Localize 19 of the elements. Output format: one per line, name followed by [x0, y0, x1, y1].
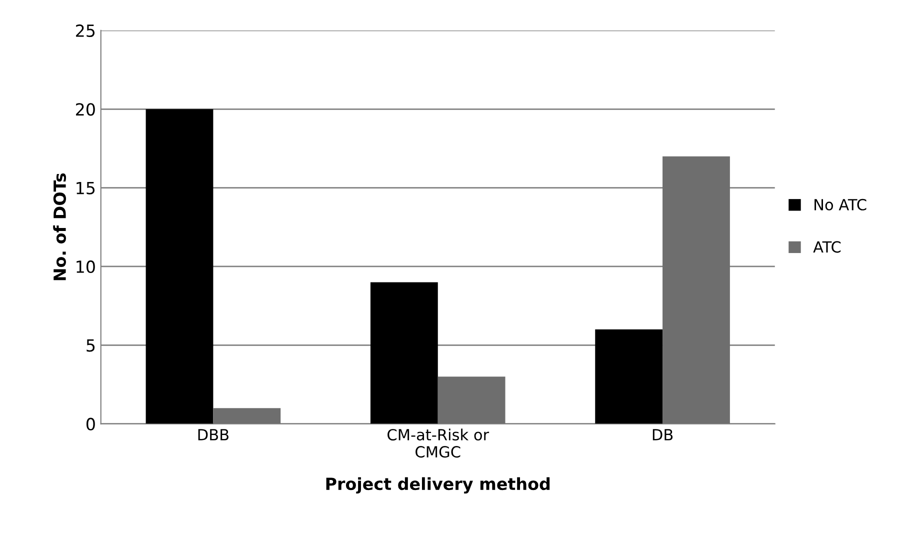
- y-axis-title: No. of DOTs: [53, 173, 66, 280]
- y-tick-label: 5: [86, 339, 95, 352]
- bar: [595, 329, 663, 424]
- y-tick-label: 0: [86, 418, 95, 430]
- legend-label: No ATC: [814, 198, 866, 210]
- legend-label: ATC: [813, 241, 841, 253]
- y-tick-label: 20: [76, 103, 95, 116]
- bar: [146, 109, 214, 424]
- x-tick-label: DBB: [198, 429, 228, 440]
- x-axis-title: Project delivery method: [326, 477, 550, 494]
- x-tick-label: CM-at-Risk or CMGC: [388, 428, 490, 458]
- bar: [438, 376, 506, 424]
- bar: [213, 408, 281, 424]
- bar: [662, 156, 730, 424]
- y-tick-label: 25: [76, 24, 95, 38]
- y-tick-label: 15: [76, 182, 95, 194]
- bar: [370, 282, 438, 424]
- y-tick-label: 10: [76, 260, 95, 274]
- x-tick-label: DB: [652, 429, 673, 440]
